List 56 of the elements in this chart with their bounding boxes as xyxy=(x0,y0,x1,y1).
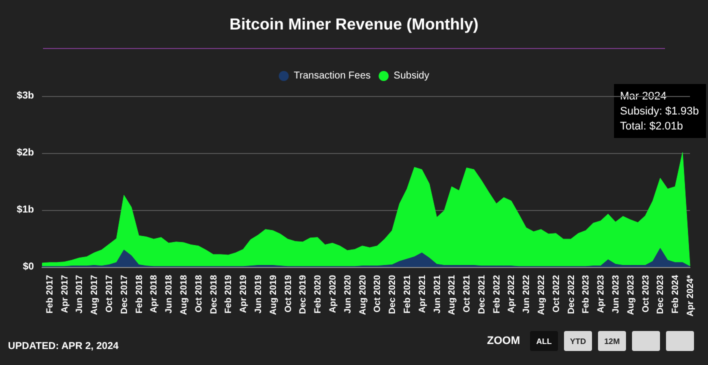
x-tick-label: Aug 2023 xyxy=(625,275,636,316)
x-tick-label: Apr 2019 xyxy=(238,275,248,314)
x-tick-label: Aug 2018 xyxy=(178,275,189,316)
x-tick-label: Feb 2017 xyxy=(44,275,54,314)
x-tick-label: Dec 2017 xyxy=(118,275,129,314)
legend-label: Transaction Fees xyxy=(294,70,371,82)
x-tick-label: Feb 2024 xyxy=(670,275,680,314)
text: ZOOM xyxy=(487,335,520,347)
x-tick-label: Feb 2023 xyxy=(580,275,591,314)
x-tick-label: Jun 2023 xyxy=(610,275,621,314)
x-tick-label: Feb 2019 xyxy=(223,275,234,314)
legend-label: Subsidy xyxy=(394,70,430,82)
x-tick-label: Feb 2021 xyxy=(402,275,412,314)
x-tick-label: Oct 2017 xyxy=(104,275,114,313)
x-tick-label: Dec 2018 xyxy=(208,275,218,314)
text: 12M xyxy=(598,331,626,351)
x-tick-label: Dec 2023 xyxy=(655,275,666,314)
x-tick-label: Dec 2019 xyxy=(298,275,308,314)
x-tick-label: Apr 2018 xyxy=(148,275,159,314)
x-tick-label: Jun 2017 xyxy=(74,275,84,314)
x-tick-label: Oct 2020 xyxy=(372,275,382,313)
y-tick-label: $0 xyxy=(22,262,34,272)
x-tick-label: Aug 2022 xyxy=(536,275,546,316)
x-tick-label: Oct 2018 xyxy=(193,275,204,313)
text: ALL xyxy=(530,331,558,351)
x-tick-label: Jun 2019 xyxy=(253,275,263,314)
x-tick-label: Oct 2021 xyxy=(462,275,472,313)
x-tick-label: Jun 2020 xyxy=(342,275,352,314)
x-tick-label: Dec 2021 xyxy=(476,275,486,314)
x-tick-label: Aug 2017 xyxy=(89,275,100,316)
x-tick-label: Aug 2020 xyxy=(357,275,368,316)
x-tick-label: Jun 2022 xyxy=(521,275,532,314)
x-tick-label: Oct 2019 xyxy=(282,275,293,313)
x-tick-label: Oct 2022 xyxy=(550,275,561,313)
x-tick-label: Aug 2021 xyxy=(446,275,457,316)
y-tick-label: $3b xyxy=(16,90,34,102)
x-tick-label: Aug 2019 xyxy=(268,275,278,316)
x-tick-label: Feb 2018 xyxy=(134,275,144,314)
x-tick-label: Jun 2021 xyxy=(432,275,442,314)
text: YTD xyxy=(564,331,592,351)
x-tick-label: Apr 2020 xyxy=(327,275,338,314)
y-tick-label: $1b xyxy=(16,204,34,216)
x-tick-label: Apr 2017 xyxy=(59,275,70,314)
x-tick-label: Feb 2022 xyxy=(491,275,502,314)
x-tick-label: Feb 2020 xyxy=(312,275,323,314)
x-tick-label: Apr 2021 xyxy=(416,275,427,314)
x-tick-label: Jun 2018 xyxy=(164,275,174,314)
chart-title: Bitcoin Miner Revenue (Monthly) xyxy=(230,16,478,34)
y-tick-label: $2b xyxy=(16,148,34,158)
text: UPDATED: APR 2, 2024 xyxy=(8,341,119,352)
x-tick-label: Dec 2022 xyxy=(566,275,576,314)
x-tick-label: Apr 2023 xyxy=(596,275,606,314)
x-tick-label: Oct 2023 xyxy=(640,275,650,313)
x-tick-label: Dec 2020 xyxy=(387,275,398,314)
x-tick-label: Apr 2022 xyxy=(506,275,516,314)
x-tick-label: Apr 2024* xyxy=(685,274,695,317)
